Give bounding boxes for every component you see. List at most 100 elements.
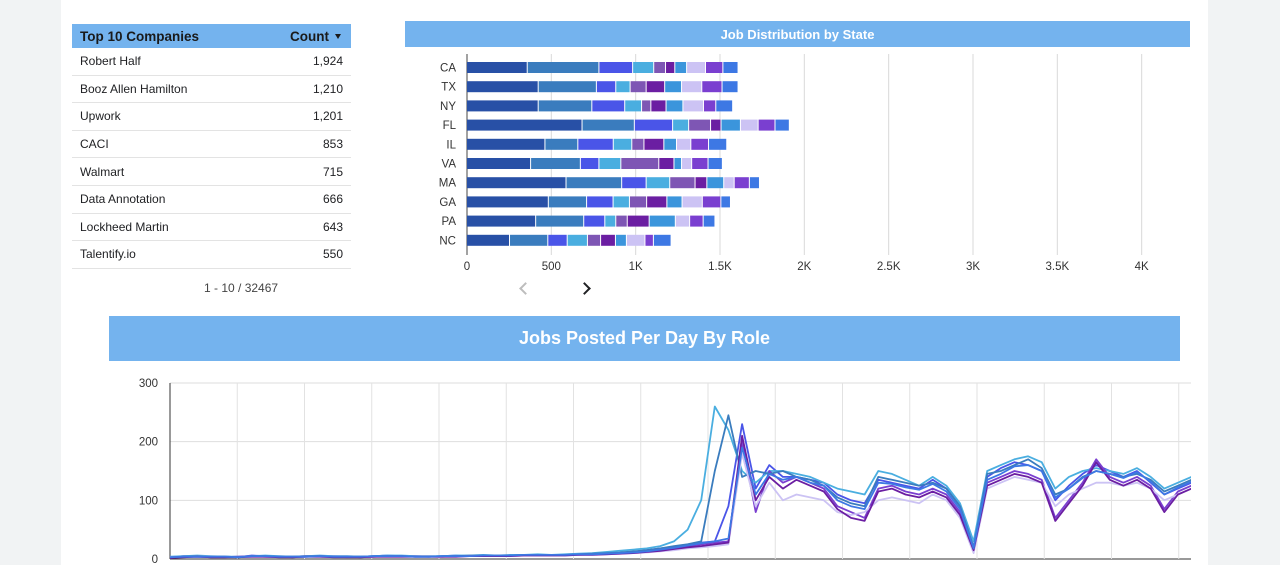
bar-segment[interactable] (467, 177, 566, 189)
bar-segment[interactable] (667, 196, 682, 208)
bar-segment[interactable] (675, 62, 687, 73)
bar-segment[interactable] (721, 119, 740, 131)
bar-segment[interactable] (616, 215, 627, 227)
bar-segment[interactable] (545, 138, 578, 150)
bar-segment[interactable] (578, 138, 613, 150)
bar-segment[interactable] (724, 177, 734, 189)
bar-segment[interactable] (665, 81, 682, 93)
next-page-button[interactable] (322, 279, 591, 299)
bar-segment[interactable] (531, 158, 580, 169)
bar-segment[interactable] (467, 81, 538, 93)
previous-page-button[interactable] (292, 279, 532, 299)
bar-segment[interactable] (467, 234, 510, 246)
bar-segment[interactable] (629, 196, 647, 208)
bar-segment[interactable] (548, 196, 587, 208)
bar-segment[interactable] (630, 81, 646, 93)
bar-segment[interactable] (758, 119, 775, 131)
bar-segment[interactable] (582, 119, 634, 131)
bar-segment[interactable] (467, 158, 531, 169)
bar-segment[interactable] (722, 81, 738, 93)
bar-segment[interactable] (721, 196, 730, 208)
bar-segment[interactable] (615, 234, 626, 246)
bar-segment[interactable] (587, 234, 601, 246)
bar-segment[interactable] (467, 215, 536, 227)
bar-segment[interactable] (567, 234, 587, 246)
bar-segment[interactable] (740, 119, 758, 131)
table-row[interactable]: Walmart 715 (72, 158, 351, 186)
bar-segment[interactable] (666, 62, 675, 73)
company-column-header[interactable]: Top 10 Companies (80, 28, 200, 44)
bar-segment[interactable] (566, 177, 622, 189)
table-row[interactable]: Upwork 1,201 (72, 103, 351, 131)
series-line[interactable] (169, 423, 1191, 559)
bar-segment[interactable] (708, 158, 722, 169)
bar-segment[interactable] (646, 81, 665, 93)
bar-segment[interactable] (716, 100, 733, 112)
bar-segment[interactable] (634, 119, 673, 131)
bar-segment[interactable] (659, 158, 674, 169)
series-line[interactable] (169, 446, 1191, 559)
bar-segment[interactable] (592, 100, 625, 112)
sort-descending-icon[interactable] (335, 33, 341, 39)
bar-segment[interactable] (690, 215, 703, 227)
series-line[interactable] (169, 434, 1191, 559)
bar-segment[interactable] (666, 100, 683, 112)
bar-segment[interactable] (647, 196, 667, 208)
bar-segment[interactable] (676, 138, 691, 150)
bar-segment[interactable] (622, 177, 646, 189)
bar-segment[interactable] (538, 81, 596, 93)
bar-segment[interactable] (467, 196, 548, 208)
table-row[interactable]: CACI 853 (72, 131, 351, 159)
bar-segment[interactable] (691, 138, 709, 150)
table-row[interactable]: Robert Half 1,924 (72, 48, 351, 76)
bar-segment[interactable] (644, 138, 664, 150)
bar-segment[interactable] (633, 62, 654, 73)
bar-segment[interactable] (775, 119, 789, 131)
bar-segment[interactable] (702, 81, 722, 93)
bar-segment[interactable] (675, 215, 690, 227)
bar-segment[interactable] (632, 138, 644, 150)
bar-segment[interactable] (703, 100, 716, 112)
bar-segment[interactable] (683, 100, 703, 112)
bar-segment[interactable] (642, 100, 651, 112)
bar-segment[interactable] (587, 196, 613, 208)
bar-segment[interactable] (527, 62, 599, 73)
bar-segment[interactable] (467, 119, 582, 131)
bar-segment[interactable] (682, 196, 702, 208)
bar-segment[interactable] (626, 234, 645, 246)
bar-segment[interactable] (510, 234, 548, 246)
bar-segment[interactable] (548, 234, 567, 246)
bar-segment[interactable] (689, 119, 711, 131)
bar-segment[interactable] (599, 62, 633, 73)
bar-segment[interactable] (584, 215, 605, 227)
bar-segment[interactable] (723, 62, 738, 73)
bar-segment[interactable] (538, 100, 592, 112)
bar-segment[interactable] (682, 158, 692, 169)
bar-segment[interactable] (613, 138, 632, 150)
bar-segment[interactable] (695, 177, 707, 189)
bar-segment[interactable] (616, 81, 630, 93)
bar-segment[interactable] (596, 81, 616, 93)
bar-segment[interactable] (670, 177, 695, 189)
bar-segment[interactable] (613, 196, 629, 208)
bar-segment[interactable] (687, 62, 706, 73)
bar-segment[interactable] (692, 158, 708, 169)
bar-segment[interactable] (580, 158, 599, 169)
series-line[interactable] (169, 440, 1191, 559)
bar-segment[interactable] (536, 215, 584, 227)
bar-segment[interactable] (467, 138, 545, 150)
bar-segment[interactable] (674, 158, 682, 169)
bar-segment[interactable] (711, 119, 721, 131)
bar-segment[interactable] (749, 177, 759, 189)
count-column-header[interactable]: Count (290, 29, 351, 44)
bar-segment[interactable] (467, 100, 538, 112)
bar-segment[interactable] (709, 138, 727, 150)
table-row[interactable]: Booz Allen Hamilton 1,210 (72, 76, 351, 104)
bar-segment[interactable] (653, 234, 671, 246)
bar-segment[interactable] (467, 62, 527, 73)
bar-segment[interactable] (673, 119, 689, 131)
table-row[interactable]: Lockheed Martin 643 (72, 214, 351, 242)
bar-segment[interactable] (625, 100, 642, 112)
bar-segment[interactable] (654, 62, 666, 73)
table-row[interactable]: Data Annotation 666 (72, 186, 351, 214)
